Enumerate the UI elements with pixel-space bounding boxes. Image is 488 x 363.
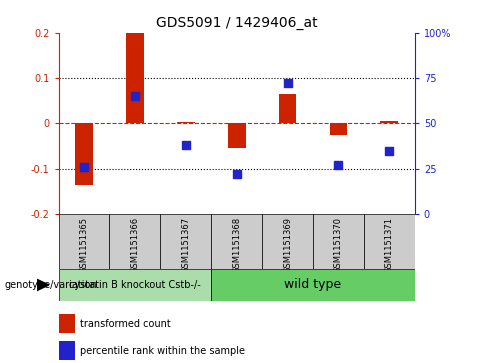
Bar xyxy=(161,214,211,269)
Bar xyxy=(211,214,262,269)
Bar xyxy=(59,214,109,269)
Text: GSM1151368: GSM1151368 xyxy=(232,217,241,273)
Bar xyxy=(313,214,364,269)
Bar xyxy=(59,341,75,360)
Bar xyxy=(109,214,161,269)
Bar xyxy=(364,214,415,269)
Text: GSM1151371: GSM1151371 xyxy=(385,217,394,273)
Text: wild type: wild type xyxy=(285,278,342,291)
Bar xyxy=(59,269,211,301)
Text: GSM1151367: GSM1151367 xyxy=(181,217,190,273)
Text: GSM1151365: GSM1151365 xyxy=(80,217,88,273)
Point xyxy=(131,93,139,99)
Text: GSM1151366: GSM1151366 xyxy=(130,217,140,273)
Polygon shape xyxy=(37,279,49,291)
Bar xyxy=(211,269,415,301)
Point xyxy=(182,142,190,148)
Point xyxy=(80,164,88,170)
Bar xyxy=(177,122,195,123)
Bar xyxy=(59,314,75,333)
Point xyxy=(233,171,241,177)
Text: percentile rank within the sample: percentile rank within the sample xyxy=(80,346,245,356)
Point xyxy=(335,162,343,168)
Title: GDS5091 / 1429406_at: GDS5091 / 1429406_at xyxy=(156,16,318,30)
Text: cystatin B knockout Cstb-/-: cystatin B knockout Cstb-/- xyxy=(69,280,201,290)
Bar xyxy=(262,214,313,269)
Text: GSM1151369: GSM1151369 xyxy=(283,217,292,273)
Point xyxy=(284,81,291,86)
Text: genotype/variation: genotype/variation xyxy=(5,280,98,290)
Bar xyxy=(75,123,93,185)
Point xyxy=(386,148,393,154)
Bar xyxy=(228,123,245,148)
Bar xyxy=(329,123,347,135)
Bar xyxy=(126,30,144,123)
Bar xyxy=(381,121,398,123)
Text: GSM1151370: GSM1151370 xyxy=(334,217,343,273)
Text: transformed count: transformed count xyxy=(80,319,171,329)
Bar xyxy=(279,94,297,123)
